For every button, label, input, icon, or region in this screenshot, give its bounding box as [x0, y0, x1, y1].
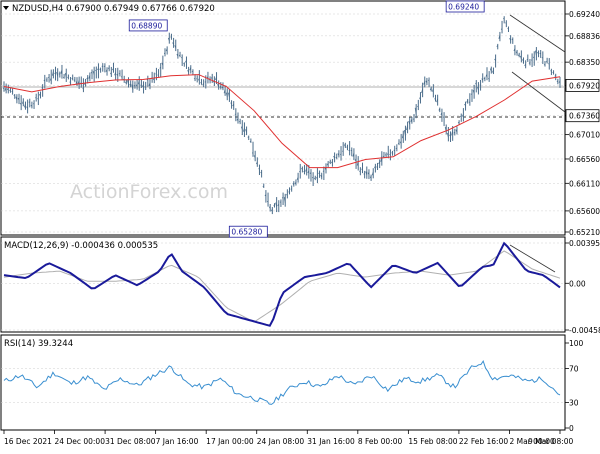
price-bar-tick — [140, 85, 141, 86]
x-tick-label: 8 Feb 00:00 — [358, 437, 403, 446]
x-tick-label: 17 Jan 00:00 — [206, 437, 254, 446]
price-bar-tick — [3, 88, 4, 89]
price-bar-tick — [413, 119, 414, 120]
price-bar-tick — [181, 58, 182, 59]
price-bar-tick — [503, 18, 504, 19]
price-bar-tick — [484, 78, 485, 79]
price-title: NZDUSD,H4 0.67900 0.67949 0.67766 0.6792… — [3, 4, 215, 14]
price-y-tick-label: 0.66560 — [569, 155, 600, 164]
rsi-y-tick-label: 70 — [569, 365, 579, 374]
price-bar-tick — [512, 39, 513, 40]
price-bar-tick — [291, 189, 292, 190]
price-bar-tick — [179, 55, 180, 56]
price-y-tick-label: 0.65600 — [569, 207, 600, 216]
price-bar-tick — [42, 87, 43, 88]
price-y-axis: 0.69240 0.68836 0.68350 0.67920 0.67360 0.670… — [565, 10, 600, 237]
annotation-label: 0.68890 — [131, 21, 162, 30]
price-y-tick-label: 0.66110 — [569, 179, 600, 188]
rsi-y-axis: 100 70 30 0 — [565, 339, 584, 433]
price-bar-tick — [434, 98, 435, 99]
price-bar-tick — [9, 90, 10, 91]
x-tick-label: 7 Jan 16:00 — [156, 437, 199, 446]
price-bar-tick — [394, 150, 395, 151]
x-tick-label: 22 Feb 16:00 — [459, 437, 508, 446]
price-y-tick-label: 0.67920 — [569, 81, 600, 90]
price-y-tick-label: 0.68836 — [569, 32, 600, 41]
price-bar-tick — [501, 29, 502, 30]
x-tick-label: 31 Jan 16:00 — [307, 437, 355, 446]
rsi-y-tick-label: 0 — [569, 424, 574, 433]
watermark: ActionForex.com — [70, 181, 228, 203]
macd-y-tick-label: -0.004588 — [569, 326, 600, 335]
annotation-label: 0.69240 — [448, 3, 479, 12]
x-tick-label: 16 Dec 2021 — [4, 437, 52, 446]
x-tick-label: 15 Feb 08:00 — [408, 437, 457, 446]
x-tick-label: 24 Dec 00:00 — [55, 437, 106, 446]
macd-y-tick-label: 0.003957 — [569, 239, 600, 248]
annotation-label: 0.65280 — [231, 228, 262, 237]
price-bar-tick — [170, 37, 171, 38]
price-bar-tick — [145, 87, 146, 88]
price-bar-tick — [555, 76, 556, 77]
rsi-title: RSI(14) 39.3244 — [4, 339, 73, 349]
price-bar-tick — [417, 106, 418, 107]
rsi-panel-frame — [1, 335, 565, 430]
macd-y-axis: 0.003957 0.00 -0.004588 — [565, 239, 600, 335]
x-tick-label: 24 Jan 08:00 — [257, 437, 305, 446]
price-bar-tick — [200, 82, 201, 83]
x-tick-label: 31 Dec 08:00 — [105, 437, 156, 446]
x-tick-label: 9 Mar 08:00 — [528, 437, 574, 446]
price-bar-tick — [398, 143, 399, 144]
price-bar-tick — [282, 198, 283, 199]
price-y-tick-label: 0.68350 — [569, 58, 600, 67]
macd-title: MACD(12,26,9) -0.000436 0.000535 — [4, 241, 158, 251]
price-y-tick-label: 0.67010 — [569, 131, 600, 140]
macd-y-tick-label: 0.00 — [569, 279, 586, 288]
rsi-y-tick-label: 100 — [569, 339, 584, 348]
price-y-tick-label: 0.67360 — [569, 112, 600, 121]
price-bar-tick — [67, 77, 68, 78]
price-title-text: NZDUSD,H4 0.67900 0.67949 0.67766 0.6792… — [12, 4, 215, 14]
price-y-tick-label: 0.69240 — [569, 10, 600, 19]
price-y-tick-label: 0.65210 — [569, 228, 600, 237]
price-bar-tick — [392, 153, 393, 154]
rsi-y-tick-label: 30 — [569, 399, 579, 408]
price-bar-tick — [469, 102, 470, 103]
price-bar-tick — [540, 53, 541, 54]
